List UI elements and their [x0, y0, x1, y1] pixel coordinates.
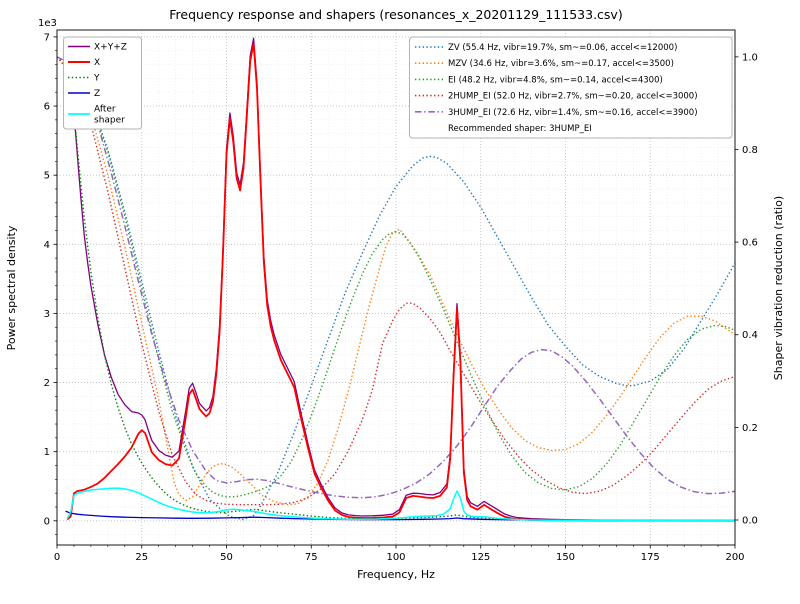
- y-left-tick-label: 3: [44, 309, 50, 320]
- x-tick-label: 200: [725, 552, 744, 563]
- x-axis-label: Frequency, Hz: [357, 568, 435, 581]
- series-line-y: [64, 64, 735, 522]
- legend-label: X: [94, 58, 100, 68]
- y-right-tick-label: 0.0: [742, 515, 758, 526]
- x-tick-label: 125: [471, 552, 490, 563]
- series-line-z: [65, 510, 735, 522]
- legend-recommended-note: Recommended shaper: 3HUMP_EI: [448, 124, 592, 134]
- x-tick-label: 175: [641, 552, 660, 563]
- y-axis-label-right: Shaper vibration reduction (ratio): [772, 196, 785, 380]
- series-line-after-shaper: [66, 487, 735, 522]
- y-right-tick-label: 0.2: [742, 423, 758, 434]
- legend-label: Z: [94, 89, 100, 99]
- legend-label: X+Y+Z: [94, 43, 127, 53]
- x-tick-label: 50: [220, 552, 233, 563]
- y-right-tick-label: 0.4: [742, 330, 758, 341]
- legend-shapers: ZV (55.4 Hz, vibr=19.7%, sm~=0.06, accel…: [409, 36, 733, 139]
- x-tick-label: 25: [135, 552, 148, 563]
- series-line-3hump_ei: [57, 56, 735, 499]
- legend-label: 3HUMP_EI (72.6 Hz, vibr=1.4%, sm~=0.16, …: [448, 108, 698, 118]
- series-layer: [57, 37, 735, 522]
- series-line-2hump_ei: [57, 56, 735, 506]
- legend-label: MZV (34.6 Hz, vibr=3.6%, sm~=0.17, accel…: [448, 59, 674, 69]
- y-axis-label-left: Power spectral density: [5, 225, 18, 350]
- x-tick-label: 150: [556, 552, 575, 563]
- legend-layer: X+Y+Z XYZ After shaper ZV (55.4 Hz, vibr=19.…: [63, 36, 733, 139]
- x-tick-label: 75: [305, 552, 318, 563]
- legend-psd: X+Y+Z XYZ After shaper: [63, 36, 142, 130]
- y-right-tick-label: 0.6: [742, 238, 758, 249]
- legend-label: EI (48.2 Hz, vibr=4.8%, sm~=0.14, accel<…: [448, 75, 663, 85]
- y-left-tick-label: 7: [44, 32, 50, 43]
- y-left-tick-label: 6: [44, 102, 50, 113]
- x-tick-label: 0: [54, 552, 60, 563]
- y-left-tick-label: 1: [44, 447, 50, 458]
- y-left-tick-label: 0: [44, 516, 50, 527]
- axes-layer: 0 25 50 75 100 125 150 175 200 0 1 2 3 4 5 6 7 0.0 0.2 0.4 0…: [44, 29, 758, 563]
- series-line-x: [66, 42, 735, 522]
- grid-layer: [56, 30, 736, 545]
- y-left-tick-label: 4: [44, 240, 50, 251]
- y-left-tick-label: 2: [44, 378, 50, 389]
- series-line-zv: [57, 56, 735, 521]
- y-right-tick-label: 1.0: [742, 52, 758, 63]
- legend-box: [63, 36, 142, 130]
- legend-label: ZV (55.4 Hz, vibr=19.7%, sm~=0.06, accel…: [448, 43, 677, 53]
- legend-label: Y: [93, 74, 100, 84]
- legend-label: After shaper: [94, 105, 125, 126]
- y-right-tick-label: 0.8: [742, 145, 758, 156]
- y-left-tick-label: 5: [44, 171, 50, 182]
- axis-offset-text: 1e3: [38, 18, 57, 29]
- legend-box: [409, 36, 733, 139]
- legend-label: 2HUMP_EI (52.0 Hz, vibr=2.7%, sm~=0.20, …: [448, 92, 698, 102]
- series-line-mzv: [57, 56, 735, 506]
- chart-title: Frequency response and shapers (resonanc…: [169, 7, 622, 22]
- x-tick-label: 100: [386, 552, 405, 563]
